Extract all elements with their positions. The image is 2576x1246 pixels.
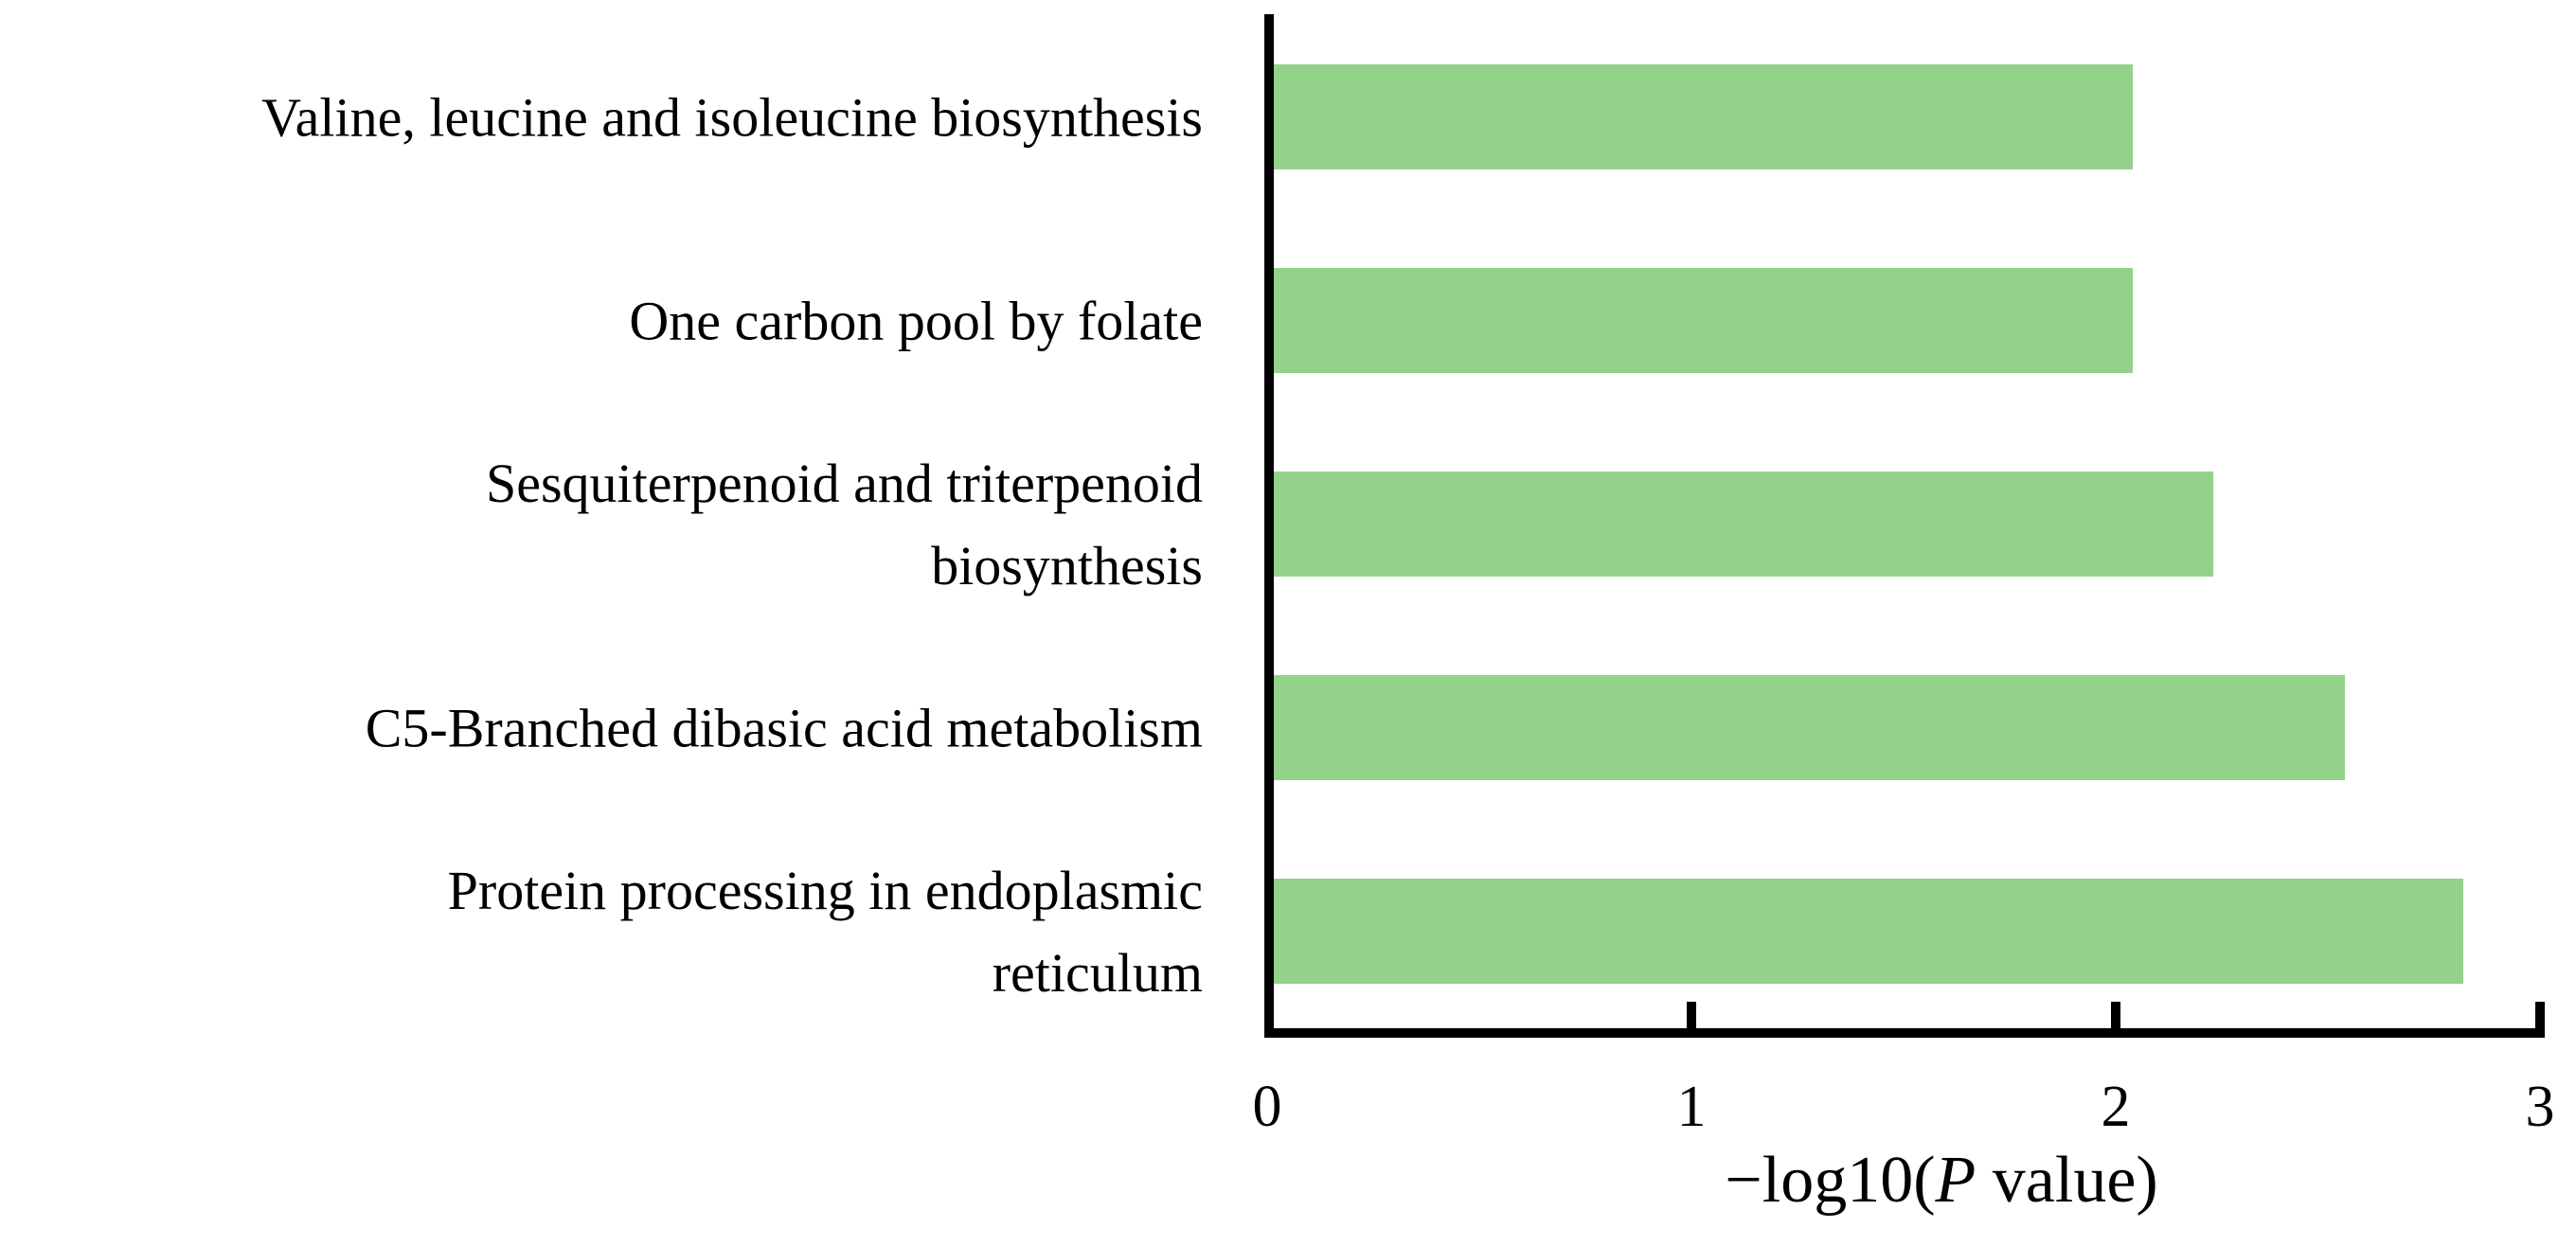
x-tick-mark [2535,1002,2545,1028]
bar [1267,675,2345,780]
x-axis-title-suffix: value) [1976,1144,2158,1217]
y-axis-line [1264,14,1274,1038]
x-axis-title: −log10(P value) [1725,1148,2157,1214]
x-tick-label: 1 [1676,1075,1707,1139]
category-label: One carbon pool by folate [629,290,1203,351]
x-tick-label: 3 [2525,1075,2555,1139]
x-tick-label: 2 [2101,1075,2131,1139]
x-tick-label: 0 [1252,1075,1282,1139]
category-label: Protein processing in endoplasmic reticu… [447,859,1203,1004]
x-tick-mark [2111,1002,2120,1028]
category-label: C5-Branched dibasic acid metabolism [365,697,1203,758]
x-axis-title-prefix: −log10( [1725,1144,1936,1217]
bar [1267,64,2133,169]
category-label: Valine, leucine and isoleucine biosynthe… [261,86,1203,148]
x-tick-mark [1687,1002,1696,1028]
bar [1267,472,2213,577]
bar [1267,879,2463,984]
category-label: Sesquiterpenoid and triterpenoid biosynt… [485,452,1203,596]
bar [1267,268,2133,373]
x-axis-line [1264,1028,2545,1038]
x-axis-title-italic-p: P [1935,1144,1977,1217]
